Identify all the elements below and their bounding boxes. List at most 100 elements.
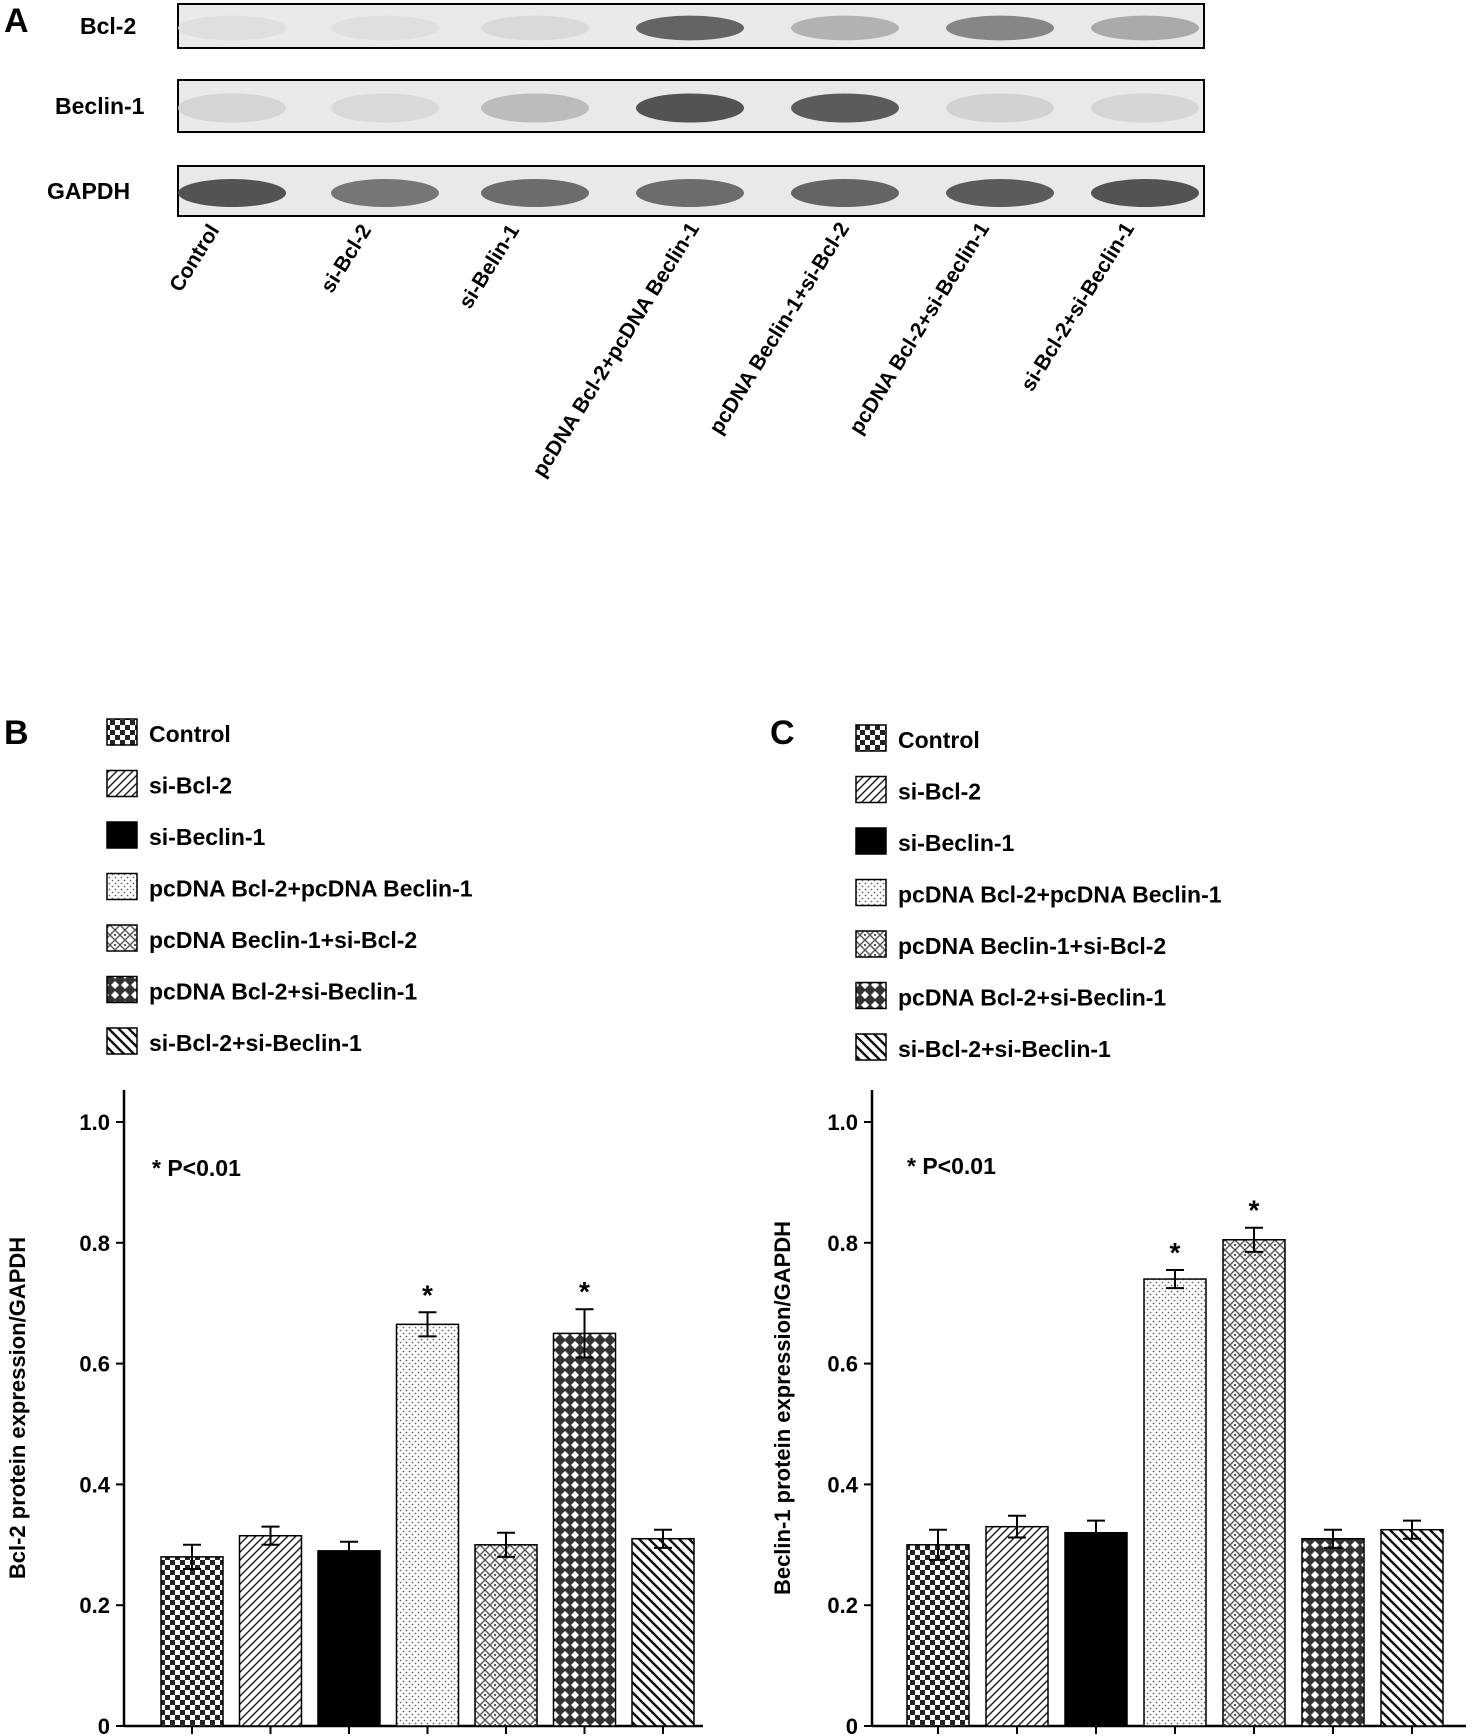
panel-a: A Bcl-2 Beclin-1 GAPDH Control si-Bcl-2 si-B… [4, 2, 1205, 481]
lane-label: si-Bcl-2 [317, 220, 377, 297]
legend-swatch [106, 975, 138, 1004]
lane-label: si-Bcl-2+si-Beclin-1 [1017, 218, 1140, 395]
y-tick-label: 0.2 [79, 1593, 110, 1618]
bar [1301, 1538, 1365, 1727]
blot-band [178, 179, 286, 207]
y-tick-label: 0.6 [827, 1352, 858, 1377]
y-tick-label: 0.4 [79, 1472, 110, 1497]
blot-row: Bcl-2 [80, 3, 1205, 49]
legend-label: si-Beclin-1 [149, 824, 266, 850]
lane-label: pcDNA Beclin-1+si-Bcl-2 [705, 218, 854, 438]
blot-band [791, 179, 899, 207]
blot-row: Beclin-1 [55, 79, 1205, 133]
bar [985, 1525, 1049, 1727]
lane-label: Control [165, 220, 224, 296]
bar [631, 1538, 695, 1727]
legend-swatch [855, 775, 887, 804]
significance-star: * [579, 1276, 590, 1307]
y-axis-label: Beclin-1 protein expression/GAPDH [770, 1221, 795, 1595]
bar [160, 1556, 224, 1727]
legend-swatch [855, 1033, 887, 1061]
legend-item: si-Bcl-2 [106, 769, 232, 799]
legend-item: Control [106, 718, 231, 747]
legend-item: si-Beclin-1 [855, 827, 1015, 856]
blot-band [481, 15, 589, 41]
bar [1064, 1531, 1128, 1727]
legend-item: pcDNA Bcl-2+si-Beclin-1 [855, 981, 1166, 1011]
legend-label: si-Bcl-2 [149, 773, 232, 799]
legend-label: si-Bcl-2 [898, 779, 981, 805]
legend-swatch [106, 718, 138, 746]
significance-star: * [1249, 1195, 1260, 1226]
bar [1380, 1528, 1444, 1727]
legend-label: si-Bcl-2+si-Beclin-1 [149, 1030, 362, 1056]
blot-band [178, 93, 286, 123]
legend-swatch [106, 769, 138, 798]
panel-b: B Control si-Bcl-2 si-Beclin-1 pcDNA Bcl-2+… [4, 714, 703, 1736]
blot-band [946, 15, 1054, 41]
blot-band [481, 93, 589, 123]
blot-band [178, 15, 286, 41]
legend-label: si-Bcl-2+si-Beclin-1 [898, 1036, 1111, 1062]
blot-row-label: Beclin-1 [55, 93, 145, 119]
legend-item: pcDNA Bcl-2+si-Beclin-1 [106, 975, 417, 1005]
legend-item: pcDNA Bcl-2+pcDNA Beclin-1 [106, 872, 473, 902]
blot-row: GAPDH [47, 165, 1205, 217]
legend-item: Control [855, 724, 980, 753]
panel-c: C Control si-Bcl-2 si-Beclin-1 pcDNA Bcl-2+… [770, 714, 1466, 1736]
legend-label: pcDNA Beclin-1+si-Bcl-2 [149, 927, 417, 953]
y-tick-label: 0.2 [827, 1593, 858, 1618]
panel-a-letter: A [4, 2, 29, 40]
lane-label: pcDNA Bcl-2+si-Beclin-1 [845, 218, 994, 438]
legend-label: pcDNA Bcl-2+si-Beclin-1 [149, 979, 417, 1005]
legend-swatch [855, 930, 887, 958]
blot-band [791, 15, 899, 41]
y-tick-label: 0.8 [79, 1231, 110, 1256]
lane-label: si-Belin-1 [455, 220, 525, 313]
legend-swatch [855, 878, 887, 907]
y-tick-label: 0 [846, 1714, 858, 1736]
blot-band [1091, 179, 1199, 207]
blot-row-label: Bcl-2 [80, 13, 136, 39]
bar [1222, 1239, 1286, 1727]
legend-item: si-Beclin-1 [106, 821, 266, 850]
legend-item: si-Bcl-2+si-Beclin-1 [106, 1027, 362, 1056]
bar [238, 1534, 303, 1727]
significance-note: * P<0.01 [152, 1155, 241, 1181]
y-tick-label: 0.8 [827, 1231, 858, 1256]
significance-star: * [1170, 1237, 1181, 1268]
blot-band [331, 15, 439, 41]
legend-label: Control [898, 727, 980, 753]
blot-band [481, 179, 589, 207]
legend-swatch [855, 827, 887, 855]
panel-c-letter: C [770, 714, 795, 752]
legend-swatch [106, 924, 138, 952]
blot-band [1091, 93, 1199, 123]
y-tick-label: 1.0 [79, 1110, 110, 1135]
y-tick-label: 1.0 [827, 1110, 858, 1135]
legend-swatch [106, 821, 138, 849]
legend-label: pcDNA Bcl-2+pcDNA Beclin-1 [898, 882, 1222, 908]
legend-label: si-Beclin-1 [898, 830, 1015, 856]
legend-item: pcDNA Beclin-1+si-Bcl-2 [855, 930, 1166, 959]
legend-swatch [106, 1027, 138, 1055]
bar [906, 1544, 970, 1727]
blot-band [791, 93, 899, 123]
panel-b-letter: B [4, 714, 29, 752]
blot-band [636, 93, 744, 123]
legend-label: pcDNA Beclin-1+si-Bcl-2 [898, 933, 1166, 959]
lane-label: pcDNA Bcl-2+pcDNA Beclin-1 [528, 218, 704, 481]
blot-band [946, 179, 1054, 207]
blot-band [636, 15, 744, 41]
legend-item: si-Bcl-2+si-Beclin-1 [855, 1033, 1111, 1062]
blot-band [1091, 15, 1199, 41]
legend-label: pcDNA Bcl-2+pcDNA Beclin-1 [149, 876, 473, 902]
legend-label: Control [149, 721, 231, 747]
significance-star: * [422, 1279, 433, 1310]
blot-band [636, 179, 744, 207]
legend-item: pcDNA Beclin-1+si-Bcl-2 [106, 924, 417, 953]
blot-band [331, 179, 439, 207]
legend-item: pcDNA Bcl-2+pcDNA Beclin-1 [855, 878, 1222, 908]
blot-band [946, 93, 1054, 123]
